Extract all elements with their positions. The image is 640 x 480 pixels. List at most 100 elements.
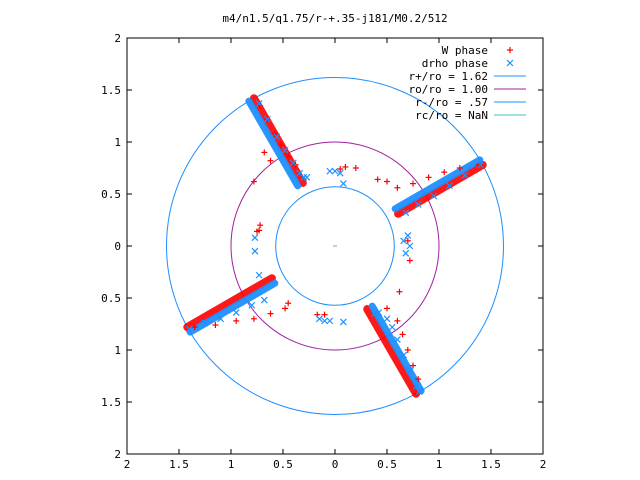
- y-tick-label: 0: [114, 240, 121, 253]
- w-phase-point: [399, 331, 406, 338]
- drho-phase-point: [331, 167, 339, 175]
- drho-phase-point-b: [296, 169, 304, 177]
- plot-area: 2 1.5 1 0.5 0 0.5 1 1.5 2 2 1.5 1 0.5 0 0.5 1 1.5 2: [101, 32, 546, 471]
- drho-phase-point: [445, 182, 453, 190]
- drho-phase-point: [303, 173, 311, 181]
- y-tick-label: 1: [114, 136, 121, 149]
- drho-phase-point-b: [406, 242, 414, 250]
- drho-phase-point-b: [375, 309, 383, 316]
- arm-drho-phase: [368, 302, 425, 395]
- drho-phase-point-b: [248, 301, 256, 309]
- w-phase-point: [415, 376, 422, 383]
- legend-label: drho phase: [422, 57, 488, 70]
- w-phase-point: [441, 169, 448, 176]
- drho-phase-point-b: [315, 315, 323, 323]
- x-ticks: 2 1.5 1 0.5 0 0.5 1 1.5 2: [124, 38, 547, 471]
- drho-phase-point-b: [461, 171, 469, 179]
- w-phase-point: [277, 142, 284, 149]
- x-tick-label: 2: [540, 458, 547, 471]
- x-tick-label: 1.5: [169, 458, 189, 471]
- drho-phase-point-b: [281, 146, 289, 154]
- drho-phase-point-b: [217, 315, 225, 323]
- drho-phase-point: [217, 315, 225, 323]
- drho-phase-point: [326, 167, 334, 175]
- drho-phase-point-b: [339, 180, 347, 188]
- drho-phase-point-b: [336, 169, 344, 177]
- arm-drho-phase: [245, 97, 302, 190]
- drho-phase-point-b: [400, 351, 408, 359]
- w-phase-point: [282, 305, 289, 312]
- arm-w-phase: [363, 305, 421, 398]
- w-phase-point: [425, 174, 432, 181]
- y-tick-label: 1: [114, 344, 121, 357]
- drho-phase-point-b: [263, 115, 271, 123]
- w-phase-point: [257, 102, 264, 109]
- chart-title: m4/n1.5/q1.75/r-+.35-j181/M0.2/512: [222, 12, 447, 25]
- drho-phase-point-b: [251, 234, 259, 242]
- w-phase-point: [384, 305, 390, 312]
- drho-phase-point: [321, 317, 329, 325]
- x-tick-label: 0: [332, 458, 339, 471]
- w-phase-point: [250, 315, 257, 322]
- arm-w-phase: [249, 94, 307, 187]
- drho-phase-point-b: [260, 296, 268, 304]
- drho-phase-point: [402, 249, 410, 257]
- w-phase-point: [456, 165, 463, 171]
- y-tick-label: 1.5: [101, 396, 121, 409]
- drho-phase-point-b: [400, 237, 408, 245]
- y-tick-label: 1.5: [101, 84, 121, 97]
- drho-phase-point-b: [430, 192, 438, 200]
- w-phase-point: [250, 178, 257, 185]
- drho-phase-point: [339, 318, 347, 326]
- w-phase-point: [404, 237, 411, 244]
- drho-phase-point: [402, 209, 410, 217]
- drho-phase-point-b: [445, 182, 453, 190]
- drho-phase-point: [400, 237, 408, 245]
- circle-rro: [275, 186, 395, 306]
- drho-phase-point: [315, 315, 323, 323]
- x-tick-label: 0.5: [377, 458, 397, 471]
- drho-phase-point: [201, 319, 209, 327]
- drho-phase-point-b: [289, 159, 297, 167]
- drho-phase-point: [281, 146, 289, 154]
- x-tick-label: 1.5: [481, 458, 501, 471]
- w-phase-point: [413, 390, 420, 397]
- arm-w-phase: [183, 274, 276, 332]
- legend-label: r+/ro = 1.62: [409, 70, 488, 83]
- drho-phase-point: [263, 115, 271, 123]
- drho-phase-point: [289, 159, 297, 167]
- drho-phase-point: [260, 296, 268, 304]
- drho-phase-point-b: [383, 315, 391, 323]
- drho-phase-point: [300, 173, 308, 181]
- arm-w-phase: [394, 160, 487, 218]
- arms: [183, 94, 487, 398]
- w-phase-point: [285, 300, 292, 307]
- w-phase-point: [233, 317, 240, 324]
- w-phase-point: [410, 180, 416, 187]
- drho-phase-point-b: [185, 325, 193, 333]
- drho-phase-point: [461, 171, 469, 179]
- legend-label: r-/ro = .57: [415, 96, 488, 109]
- drho-phase-point: [336, 169, 344, 177]
- drho-phase-point-b: [414, 200, 422, 208]
- w-phase-point: [394, 184, 401, 191]
- w-phase-point: [342, 163, 349, 170]
- legend-label: rc/ro = NaN: [415, 109, 488, 122]
- drho-phase-point: [273, 133, 281, 141]
- drho-phase-point: [414, 200, 422, 208]
- drho-phase-point: [375, 309, 383, 316]
- y-tick-label: 2: [114, 32, 121, 45]
- arm-drho-phase: [391, 156, 484, 213]
- w-phase-point: [404, 347, 411, 353]
- drho-phase-point-b: [371, 310, 378, 318]
- drho-phase-point-b: [251, 247, 259, 255]
- drho-phase-point: [388, 323, 396, 331]
- drho-phase-point: [251, 247, 259, 255]
- w-phase-point: [261, 149, 268, 156]
- drho-phase-point: [255, 271, 263, 279]
- drho-phase-point: [406, 367, 414, 375]
- drho-phase-point: [383, 315, 391, 323]
- w-phase-point: [267, 310, 274, 317]
